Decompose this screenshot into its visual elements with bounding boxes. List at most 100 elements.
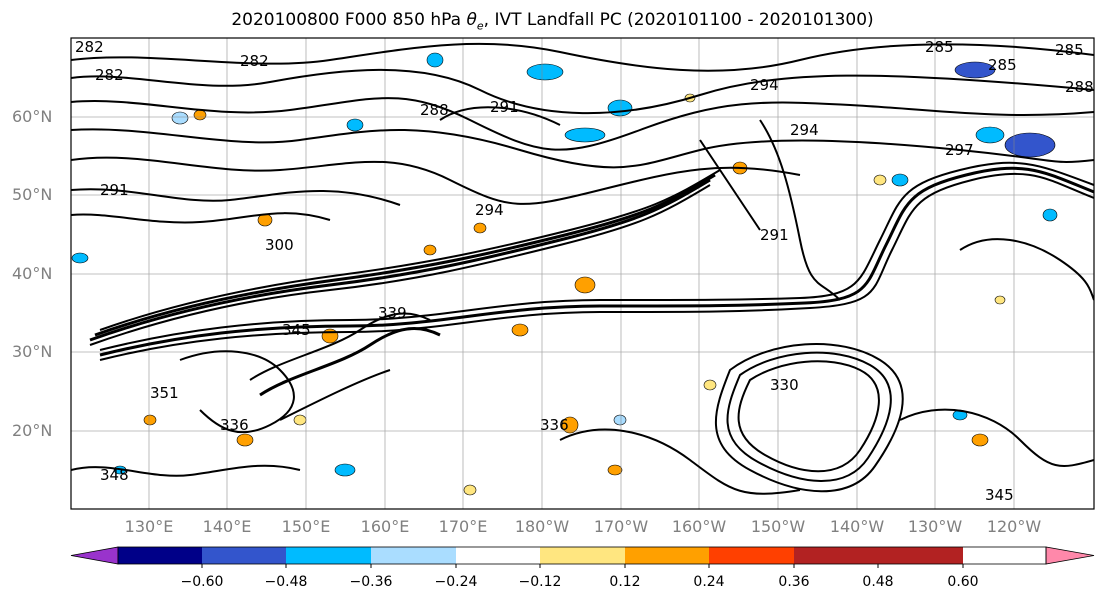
shaded-blob: [891, 173, 909, 187]
contour-label: 291: [760, 226, 789, 244]
contour-label: 285: [988, 56, 1017, 74]
colorbar-tick-label: 0.48: [862, 574, 894, 590]
colorbar-tick-label: −0.48: [264, 574, 308, 590]
colorbar-tick-label: 0.36: [778, 574, 810, 590]
theta-e-contours: [71, 42, 1094, 495]
colorbar-segment: [540, 547, 625, 564]
contour-label: 291: [100, 181, 129, 199]
colorbar-tick-label: −0.60: [180, 574, 224, 590]
map-frame: [70, 37, 1095, 510]
contour-label: 330: [770, 376, 799, 394]
lat-label: 50°N: [12, 185, 53, 204]
shading-layer: [71, 52, 1058, 496]
colorbar-extend-low: [70, 546, 119, 565]
colorbar-segment: [794, 547, 878, 564]
shaded-blob: [426, 52, 444, 68]
contour-label: 297: [945, 141, 974, 159]
contour-label: 288: [1065, 78, 1094, 96]
contour-label: 291: [490, 98, 519, 116]
colorbar-frame: [117, 546, 1047, 565]
contour-label: 294: [790, 121, 819, 139]
colorbar-tick-label: 0.24: [693, 574, 725, 590]
lat-label: 20°N: [12, 421, 53, 440]
shaded-blob: [975, 126, 1005, 144]
shaded-blob: [334, 463, 356, 477]
lon-label: 150°W: [750, 517, 806, 536]
colorbar-segment: [286, 547, 371, 564]
shaded-blob: [994, 295, 1006, 305]
shaded-blob: [143, 414, 157, 426]
colorbar: [70, 546, 1095, 568]
colorbar-tick-label: −0.36: [349, 574, 393, 590]
lon-label: 140°E: [202, 517, 252, 536]
shaded-blob: [1004, 132, 1056, 158]
contour-label: 285: [925, 38, 954, 56]
colorbar-tick-label: 0.12: [609, 574, 641, 590]
lon-label: 170°E: [438, 517, 488, 536]
shaded-blob: [873, 174, 887, 186]
contour-label: 345: [985, 486, 1014, 504]
colorbar-segment: [202, 547, 286, 564]
contour-label: 345: [282, 321, 311, 339]
contour-label: 294: [475, 201, 504, 219]
colorbar-segment: [878, 547, 963, 564]
lat-label: 40°N: [12, 264, 53, 283]
contour-label: 282: [95, 66, 124, 84]
shaded-blob: [607, 99, 633, 117]
shaded-blob: [236, 433, 254, 447]
lon-label: 160°W: [671, 517, 727, 536]
shaded-blob: [473, 222, 487, 234]
shaded-blob: [574, 276, 596, 294]
shaded-blob: [971, 433, 989, 447]
colorbar-segment: [625, 547, 709, 564]
lon-label: 180°W: [514, 517, 570, 536]
shaded-blob: [71, 252, 89, 264]
colorbar-tick-label: −0.24: [434, 574, 478, 590]
contour-label: 339: [378, 304, 407, 322]
shaded-blob: [293, 414, 307, 426]
contour-label: 282: [240, 52, 269, 70]
colorbar-extend-high: [1045, 546, 1095, 565]
shaded-blob: [613, 414, 627, 426]
lon-label: 150°E: [281, 517, 331, 536]
shaded-blob: [607, 464, 623, 476]
shaded-blob: [954, 61, 996, 79]
shaded-blob: [423, 244, 437, 256]
contour-label: 348: [100, 466, 129, 484]
lon-label: 140°W: [829, 517, 885, 536]
contour-label-layer: 282 282 282 285 285 285 288 288 291 291 …: [75, 38, 1094, 504]
lat-label: 60°N: [12, 107, 53, 126]
colorbar-segment: [456, 547, 540, 564]
shaded-blob: [561, 416, 579, 434]
lon-label: 130°W: [907, 517, 963, 536]
map-background: [71, 38, 1094, 509]
lat-label: 30°N: [12, 342, 53, 361]
lon-label: 130°E: [124, 517, 174, 536]
contour-label: 336: [540, 416, 569, 434]
contour-label: 288: [420, 101, 449, 119]
contour-label: 351: [150, 384, 179, 402]
colorbar-segment: [371, 547, 456, 564]
colorbar-tick-label: −0.12: [518, 574, 562, 590]
contour-label: 282: [75, 38, 104, 56]
shaded-blob: [564, 127, 606, 143]
shaded-blob: [511, 323, 529, 337]
contour-label: 285: [1055, 41, 1084, 59]
lon-label: 160°E: [360, 517, 410, 536]
shaded-blob: [463, 484, 477, 496]
lon-label: 120°W: [986, 517, 1042, 536]
colorbar-segment: [118, 547, 202, 564]
shaded-blob: [526, 63, 564, 81]
lon-label: 170°W: [593, 517, 649, 536]
map-title: 2020100800 F000 850 hPa θe, IVT Landfall…: [231, 10, 874, 33]
shaded-blob: [703, 379, 717, 391]
shaded-blob: [171, 111, 189, 125]
colorbar-segment: [709, 547, 794, 564]
contour-label: 300: [265, 236, 294, 254]
map-plot-area: 282 282 282 285 285 285 288 288 291 291 …: [71, 38, 1094, 509]
shaded-blob: [193, 109, 207, 121]
shaded-blob: [1042, 208, 1058, 222]
shaded-blob: [346, 118, 364, 132]
contour-label: 294: [750, 76, 779, 94]
